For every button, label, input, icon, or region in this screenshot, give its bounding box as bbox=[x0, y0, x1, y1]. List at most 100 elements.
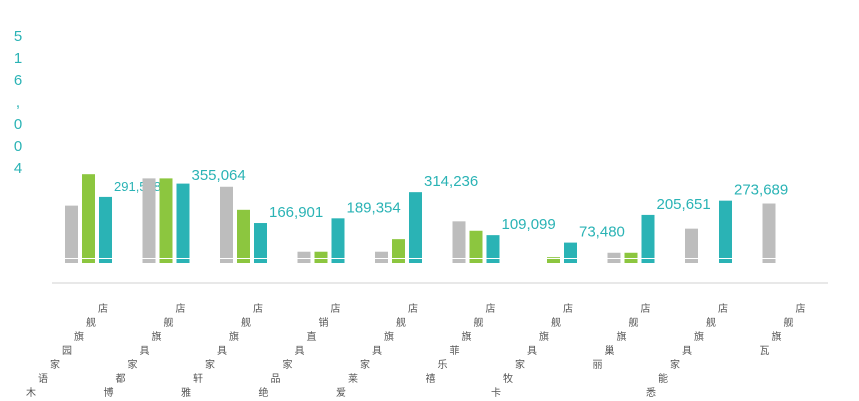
bar bbox=[547, 257, 560, 258]
max-value-char: 0 bbox=[13, 138, 23, 155]
category-label-char: 舰 bbox=[474, 316, 484, 329]
category-label-char: 语 bbox=[38, 373, 48, 385]
bar-base-stub bbox=[564, 259, 577, 263]
bar bbox=[297, 251, 311, 258]
bar bbox=[99, 196, 112, 258]
bar-base-stub bbox=[762, 259, 776, 263]
bar bbox=[762, 203, 776, 258]
bar bbox=[641, 214, 655, 258]
bar bbox=[65, 205, 78, 258]
category-label-char: 店 bbox=[796, 302, 806, 315]
bar-base-stub bbox=[719, 259, 732, 263]
category-label-char: 具 bbox=[682, 345, 692, 357]
bar bbox=[314, 251, 328, 258]
bar bbox=[469, 230, 483, 258]
category-label-char: 乐 bbox=[438, 359, 448, 371]
bar-base-stub bbox=[220, 259, 233, 263]
category-label-char: 舰 bbox=[784, 316, 794, 329]
category-label-char: 具 bbox=[217, 345, 227, 357]
bar bbox=[452, 221, 466, 258]
max-value-char: , bbox=[15, 94, 21, 111]
max-value-char: 1 bbox=[13, 50, 23, 67]
bar-base-stub bbox=[607, 259, 621, 263]
category-label-char: 旗 bbox=[617, 330, 627, 343]
category-label-char: 巢 bbox=[605, 344, 615, 357]
bar bbox=[685, 228, 698, 258]
category-label-char: 旗 bbox=[462, 330, 472, 343]
bar bbox=[719, 200, 732, 258]
data-label: 314,236 bbox=[424, 173, 478, 190]
bar-base-stub bbox=[82, 259, 95, 263]
data-label: 166,901 bbox=[269, 204, 323, 221]
category-label-char: 旗 bbox=[772, 330, 782, 343]
category-label-char: 店 bbox=[718, 302, 728, 315]
category-label-char: 具 bbox=[527, 345, 537, 357]
category-label-char: 舰 bbox=[706, 316, 716, 329]
bar bbox=[375, 251, 388, 258]
bar-base-stub bbox=[469, 259, 483, 263]
max-value-label: 5 1 6, 0 0 4 bbox=[11, 26, 25, 180]
data-label: 73,480 bbox=[579, 224, 625, 241]
category-label-char: 瓦 bbox=[760, 346, 770, 357]
bar bbox=[409, 192, 422, 258]
bar bbox=[564, 242, 577, 258]
bar-base-stub bbox=[641, 259, 655, 263]
category-label-char: 舰 bbox=[551, 316, 561, 329]
bar-base-stub bbox=[685, 259, 698, 263]
category-label-char: 轩 bbox=[193, 372, 203, 385]
bar-base-stub bbox=[452, 259, 466, 263]
category-label-char: 菲 bbox=[450, 345, 460, 357]
category-label-char: 牧 bbox=[503, 372, 513, 385]
category-label-char: 悉 bbox=[646, 387, 656, 399]
category-label-char: 店 bbox=[563, 302, 573, 315]
bar bbox=[176, 183, 190, 258]
category-label-char: 家 bbox=[50, 358, 60, 371]
category-label-char: 店 bbox=[331, 302, 341, 315]
category-label-char: 品 bbox=[271, 373, 281, 385]
category-label-char: 销 bbox=[319, 316, 329, 329]
category-label-char: 店 bbox=[641, 302, 651, 315]
category-label-char: 禧 bbox=[426, 372, 436, 385]
category-label-char: 家 bbox=[205, 358, 215, 371]
bar bbox=[331, 218, 345, 258]
bar-base-stub bbox=[297, 259, 311, 263]
category-label-char: 舰 bbox=[629, 316, 639, 329]
bar-base-stub bbox=[65, 259, 78, 263]
category-label-char: 具 bbox=[140, 345, 150, 357]
category-label-char: 直 bbox=[307, 330, 317, 343]
max-value-char: 0 bbox=[13, 116, 23, 133]
bar-base-stub bbox=[486, 259, 500, 263]
data-label: 189,354 bbox=[347, 199, 401, 216]
category-label-char: 莱 bbox=[348, 373, 358, 385]
bar bbox=[624, 252, 638, 258]
bar-base-stub bbox=[159, 259, 173, 263]
category-label-char: 家 bbox=[670, 358, 680, 371]
category-label-char: 旗 bbox=[384, 330, 394, 343]
category-label-char: 家 bbox=[283, 358, 293, 371]
max-value-char: 4 bbox=[13, 160, 23, 177]
bar-base-stub bbox=[314, 259, 328, 263]
bar-base-stub bbox=[142, 259, 156, 263]
bar bbox=[607, 252, 621, 258]
category-label-char: 绝 bbox=[259, 386, 269, 399]
bar bbox=[254, 223, 267, 258]
bar-base-stub bbox=[237, 259, 250, 263]
bar bbox=[486, 235, 500, 258]
category-label-char: 家 bbox=[515, 358, 525, 371]
max-value-char: 6 bbox=[13, 72, 23, 89]
bar bbox=[159, 178, 173, 258]
bar-base-stub bbox=[392, 259, 405, 263]
bar-base-stub bbox=[624, 259, 638, 263]
bar bbox=[237, 209, 250, 258]
bar-base-stub bbox=[176, 259, 190, 263]
category-label-char: 木 bbox=[26, 387, 36, 399]
category-label-char: 舰 bbox=[241, 316, 251, 329]
category-label-char: 能 bbox=[658, 372, 668, 385]
category-label-char: 店 bbox=[486, 302, 496, 315]
category-label-char: 舰 bbox=[164, 316, 174, 329]
bar bbox=[220, 186, 233, 258]
category-label-char: 丽 bbox=[593, 360, 603, 371]
category-label-char: 园 bbox=[62, 345, 72, 357]
category-label-char: 旗 bbox=[539, 330, 549, 343]
